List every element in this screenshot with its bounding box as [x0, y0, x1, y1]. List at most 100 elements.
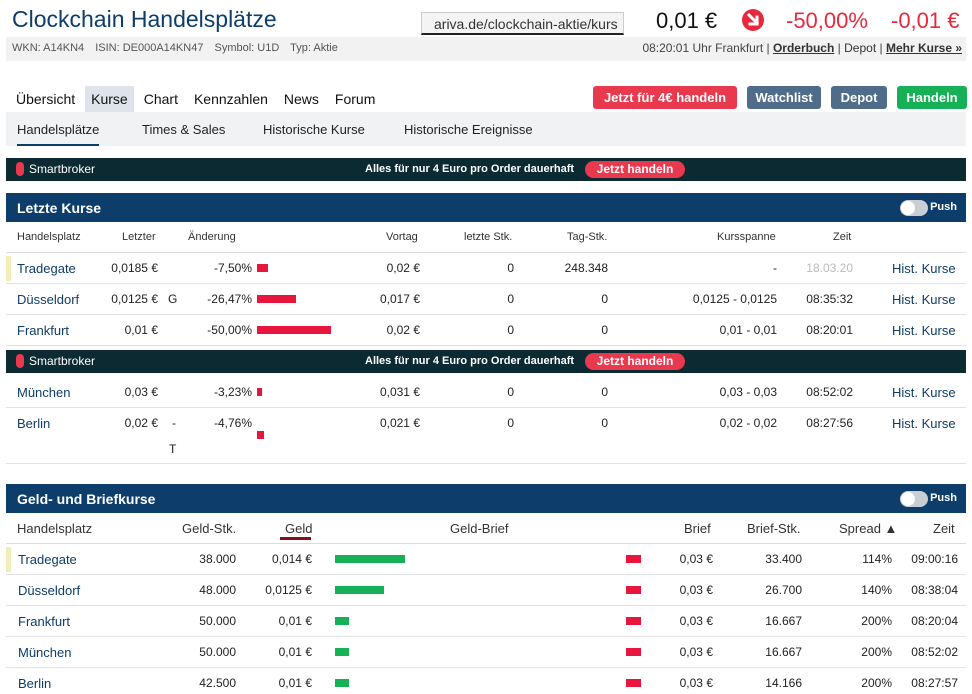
exchange-link[interactable]: München [18, 645, 72, 660]
prev-close: 0,021 € [379, 416, 420, 430]
bid-bar [335, 586, 384, 594]
col-handelsplatz[interactable]: Handelsplatz [17, 231, 81, 243]
exchange-link[interactable]: Tradegate [18, 552, 77, 567]
ad-cta-button[interactable]: Jetzt handeln [585, 353, 685, 370]
depot-button[interactable]: Depot [831, 86, 887, 109]
trade-for-4-euro-button[interactable]: Jetzt für 4€ handeln [593, 86, 737, 109]
day-qty: 0 [601, 292, 608, 306]
ad-text: Alles für nur 4 Euro pro Order dauerhaft [365, 163, 575, 175]
tab-uebersicht[interactable]: Übersicht [16, 91, 76, 107]
col-brief-stk[interactable]: Brief-Stk. [747, 521, 801, 536]
price-range: 0,03 - 0,03 [719, 385, 777, 399]
exchange-link[interactable]: Berlin [17, 416, 51, 431]
col-vortag[interactable]: Vortag [386, 231, 418, 243]
col-letzte-stk[interactable]: letzte Stk. [464, 231, 513, 243]
orderbuch-link[interactable]: Orderbuch [772, 41, 835, 55]
tab-kennzahlen[interactable]: Kennzahlen [193, 91, 268, 107]
geld-brief-table-header: Handelsplatz Geld-Stk. Geld Geld-Brief B… [6, 513, 966, 544]
exchange-link[interactable]: Frankfurt [18, 614, 71, 629]
last-qty: 0 [507, 323, 514, 337]
last-price: 0,03 € [124, 385, 158, 399]
watchlist-button[interactable]: Watchlist [747, 86, 821, 109]
bid-bar [335, 555, 405, 563]
bid-price: 0,01 € [278, 614, 312, 628]
depot-link[interactable]: Depot [844, 41, 877, 55]
push-toggle[interactable] [900, 491, 928, 507]
push-label: Push [930, 492, 957, 504]
ask-qty: 16.667 [765, 614, 802, 628]
quote-time: 18.03.20 [806, 261, 853, 275]
col-zeit[interactable]: Zeit [833, 231, 852, 243]
ask-price: 0,03 € [679, 552, 713, 566]
ask-bar [626, 617, 641, 625]
mehr-kurse-link[interactable]: Mehr Kurse » [885, 41, 962, 55]
separator: | [837, 41, 841, 55]
subtab-historische-ereignisse[interactable]: Historische Ereignisse [404, 122, 533, 137]
col-brief[interactable]: Brief [684, 521, 711, 536]
spread: 200% [861, 645, 892, 659]
bid-price: 0,01 € [278, 676, 312, 690]
smartbroker-logo: Smartbroker [16, 162, 95, 176]
col-geld-stk[interactable]: Geld-Stk. [182, 521, 237, 536]
smartbroker-logo: Smartbroker [16, 354, 95, 368]
subtab-handelsplaetze[interactable]: Handelsplätze [17, 122, 100, 146]
letzte-kurse-table-header: Handelsplatz Letzter Änderung Vortag let… [6, 222, 966, 253]
price-range: 0,01 - 0,01 [719, 323, 777, 337]
col-geld[interactable]: Geld [285, 521, 313, 536]
ask-bar [626, 555, 641, 563]
spread: 140% [861, 583, 892, 597]
col-spread[interactable]: Spread ▲ [839, 521, 898, 536]
page-title: Clockchain Handelsplätze [12, 6, 277, 32]
col-letzter[interactable]: Letzter [122, 231, 156, 243]
table-row: Düsseldorf 0,0125 € G -26,47% 0,017 € 0 … [6, 284, 966, 315]
spread: 200% [861, 676, 892, 690]
tab-news[interactable]: News [283, 91, 319, 107]
exchange-link[interactable]: Tradegate [17, 261, 76, 276]
quote-flag: - [172, 416, 176, 430]
table-row: Tradegate 0,0185 € -7,50% 0,02 € 0 248.3… [6, 253, 966, 284]
col-geld-brief[interactable]: Geld-Brief [450, 521, 509, 536]
last-price: 0,02 € [124, 416, 158, 430]
col-kursspanne[interactable]: Kursspanne [717, 231, 776, 243]
hist-kurse-link[interactable]: Hist. Kurse [892, 385, 956, 400]
change-value: -4,76% [213, 416, 252, 430]
exchange-link[interactable]: München [17, 385, 71, 400]
exchange-link[interactable]: Berlin [18, 676, 52, 691]
row-highlight [6, 547, 11, 572]
exchange-link[interactable]: Düsseldorf [18, 583, 81, 598]
tab-chart[interactable]: Chart [143, 91, 178, 107]
handeln-button[interactable]: Handeln [897, 86, 967, 109]
subtab-historische-kurse[interactable]: Historische Kurse [263, 122, 365, 137]
smartbroker-ad-banner[interactable]: Smartbroker Alles für nur 4 Euro pro Ord… [6, 350, 966, 373]
geld-brief-header: Geld- und Briefkurse Push [6, 484, 966, 513]
push-toggle[interactable] [900, 200, 928, 216]
col-handelsplatz[interactable]: Handelsplatz [17, 521, 93, 536]
row-highlight [6, 256, 11, 281]
tab-kurse[interactable]: Kurse [85, 86, 134, 112]
url-bar[interactable]: ariva.de/clockchain-aktie/kurs [421, 12, 624, 35]
hist-kurse-link[interactable]: Hist. Kurse [892, 323, 956, 338]
hist-kurse-link[interactable]: Hist. Kurse [892, 292, 956, 307]
bid-qty: 48.000 [199, 583, 236, 597]
bid-qty: 50.000 [199, 614, 236, 628]
section-title: Geld- und Briefkurse [17, 491, 156, 507]
last-qty: 0 [507, 416, 514, 430]
meta-bar: WKN: A14KN4 ISIN: DE000A14KN47 Symbol: U… [6, 37, 966, 61]
ask-price: 0,03 € [679, 676, 713, 690]
exchange-link[interactable]: Frankfurt [17, 323, 70, 338]
subtab-times-sales[interactable]: Times & Sales [142, 122, 226, 137]
hist-kurse-link[interactable]: Hist. Kurse [892, 416, 956, 431]
col-aenderung[interactable]: Änderung [188, 231, 236, 243]
hist-kurse-link[interactable]: Hist. Kurse [892, 261, 956, 276]
col-tag-stk[interactable]: Tag-Stk. [567, 231, 608, 243]
exchange-link[interactable]: Düsseldorf [17, 292, 80, 307]
smartbroker-ad-banner[interactable]: Smartbroker Alles für nur 4 Euro pro Ord… [6, 158, 966, 181]
col-zeit[interactable]: Zeit [933, 521, 955, 536]
prev-close: 0,02 € [386, 323, 420, 337]
smartbroker-logo-icon [16, 162, 24, 176]
day-qty: 0 [601, 323, 608, 337]
ad-cta-button[interactable]: Jetzt handeln [585, 161, 685, 178]
ask-price: 0,03 € [679, 645, 713, 659]
current-price: 0,01 € [656, 8, 718, 33]
tab-forum[interactable]: Forum [334, 91, 376, 107]
